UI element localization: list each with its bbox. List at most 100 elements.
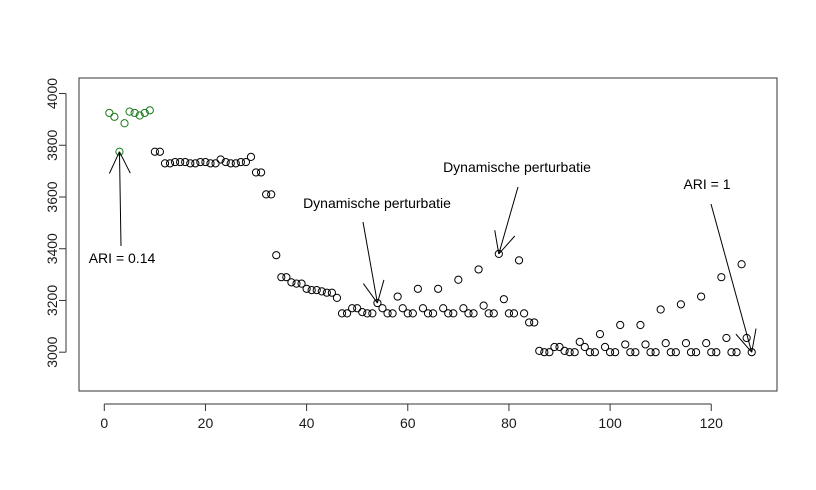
data-point (474, 265, 483, 274)
data-point (717, 273, 726, 282)
data-point (666, 348, 675, 357)
annotations: ARI = 0.14 Dynamische perturbatie Dynamisc… (89, 151, 757, 353)
annotation-label: ARI = 1 (683, 176, 730, 192)
data-point (631, 348, 640, 357)
data-point (727, 348, 736, 357)
data-point (342, 309, 352, 318)
data-point (540, 348, 549, 357)
data-point (312, 286, 321, 295)
data-point (509, 309, 519, 318)
data-point (439, 304, 448, 313)
x-tick-label: 40 (299, 415, 315, 431)
data-point (722, 333, 731, 343)
annotation-label: Dynamische perturbatie (303, 195, 451, 211)
x-tick-label: 0 (100, 415, 108, 431)
data-point (297, 279, 306, 288)
data-point (262, 190, 271, 199)
data-point (428, 309, 438, 318)
data-point (110, 112, 119, 121)
annotation-arrowhead (498, 235, 516, 255)
data-point (732, 348, 741, 357)
data-point (535, 346, 544, 356)
annotation-label: ARI = 0.14 (89, 250, 156, 266)
data-point (211, 159, 220, 168)
data-point (226, 159, 235, 168)
data-point (494, 249, 503, 259)
data-point (545, 348, 554, 357)
data-point (272, 251, 281, 260)
data-point (332, 293, 342, 302)
axes: 0 20 40 60 80 100 120 3000 3200 3400 3600 3800 4000 (44, 78, 723, 431)
data-point (393, 292, 402, 301)
data-point (585, 348, 594, 357)
data-point (469, 309, 478, 318)
data-point (150, 147, 159, 156)
data-point (388, 309, 397, 318)
data-point (125, 107, 134, 116)
annotation-arrowhead (376, 279, 385, 304)
y-tick-label: 3000 (44, 336, 60, 367)
data-point (201, 157, 210, 167)
annotation: Dynamische perturbatie (303, 195, 451, 304)
data-point (191, 159, 200, 168)
data-point (231, 159, 240, 168)
data-point (408, 309, 417, 318)
data-point (489, 309, 498, 318)
data-point (241, 157, 251, 167)
data-point (702, 339, 711, 348)
data-points (105, 106, 756, 357)
data-point (565, 348, 574, 357)
plot-frame (78, 77, 778, 392)
data-point (322, 288, 331, 297)
data-point (651, 348, 660, 357)
data-point (464, 309, 473, 318)
y-tick-label: 4000 (44, 78, 60, 109)
data-point (454, 275, 463, 284)
data-point (236, 157, 245, 167)
data-point (641, 340, 650, 349)
data-point (155, 147, 165, 156)
annotation-arrowhead (494, 230, 500, 254)
data-point (423, 309, 433, 318)
data-point (626, 348, 635, 357)
data-point (479, 301, 488, 310)
data-point (595, 329, 605, 339)
annotation-arrowhead (119, 151, 131, 174)
annotation-label: Dynamische perturbatie (443, 159, 591, 175)
data-point (550, 342, 559, 352)
data-point (105, 108, 114, 118)
data-point (196, 157, 205, 167)
x-tick-label: 60 (400, 415, 416, 431)
data-point (444, 309, 453, 318)
data-point (327, 288, 336, 297)
data-point (135, 111, 144, 120)
data-point (413, 284, 422, 293)
data-point (449, 309, 458, 318)
y-tick-label: 3600 (44, 181, 60, 212)
data-point (555, 342, 564, 352)
data-point (216, 155, 225, 164)
y-tick-label: 3400 (44, 233, 60, 264)
data-point (398, 304, 407, 313)
data-point (697, 292, 706, 301)
annotation-arrow (710, 203, 753, 353)
data-point (525, 318, 534, 327)
data-point (246, 152, 256, 161)
annotation: ARI = 0.14 (89, 151, 156, 266)
data-point (514, 256, 524, 265)
data-point (282, 273, 291, 282)
data-point (707, 348, 716, 357)
x-tick-label: 80 (501, 415, 517, 431)
data-point (661, 339, 670, 348)
data-point (459, 304, 468, 313)
y-tick-label: 3800 (44, 129, 60, 160)
data-point (221, 157, 230, 167)
data-point (206, 159, 215, 168)
data-point (418, 304, 428, 313)
data-point (530, 318, 539, 327)
data-point (600, 342, 610, 352)
annotation-arrow (498, 186, 519, 255)
data-point (590, 348, 600, 357)
data-point (120, 119, 129, 128)
